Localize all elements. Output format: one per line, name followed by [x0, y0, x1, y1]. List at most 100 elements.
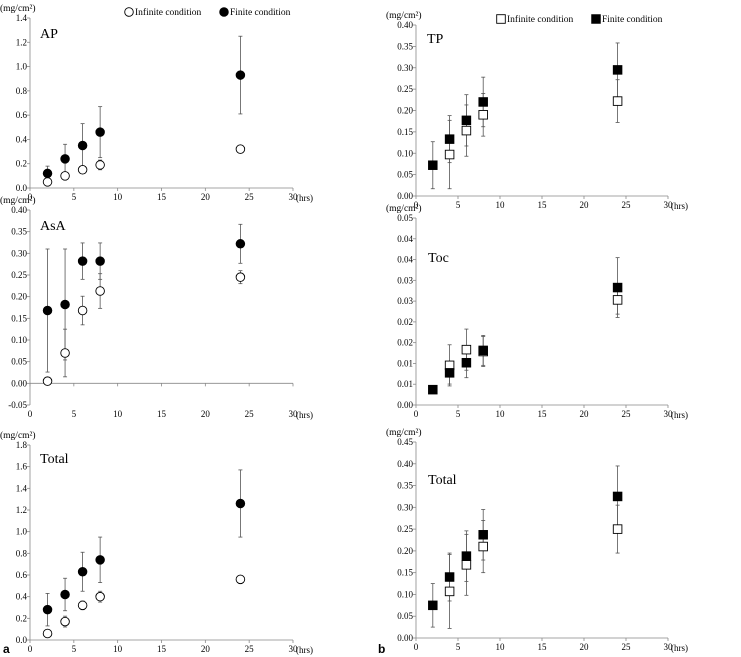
infinite-point	[612, 96, 623, 106]
y-tick-label: 0.6	[16, 570, 28, 580]
y-tick-label: 0.03	[397, 275, 413, 285]
y-tick-label: 0.25	[11, 270, 27, 280]
y-tick-label: 0.05	[397, 611, 413, 621]
legend-label: Finite condition	[602, 15, 663, 25]
y-tick-label: 0.04	[397, 255, 413, 265]
y-tick-label: 0.02	[397, 338, 413, 348]
x-tick-label: 30	[664, 642, 674, 652]
finite-point	[444, 134, 455, 144]
x-tick-label: 0	[414, 642, 419, 652]
infinite-point	[235, 574, 246, 585]
y-tick-label: 0.25	[397, 84, 413, 94]
infinite-point	[444, 586, 455, 597]
y-tick-label: 0.8	[16, 86, 28, 96]
infinite-point	[612, 524, 623, 534]
y-tick-label: 0.20	[397, 546, 413, 556]
x-tick-label: 0	[28, 644, 33, 654]
infinite-point	[60, 348, 70, 358]
finite-point	[428, 384, 438, 395]
finite-point	[60, 154, 70, 164]
finite-point	[478, 345, 488, 356]
finite-point	[235, 498, 246, 509]
infinite-point	[60, 616, 70, 627]
finite-point	[42, 604, 53, 615]
infinite-point	[478, 541, 488, 552]
x-tick-label: 10	[496, 200, 506, 210]
y-tick-label: 0.30	[397, 63, 413, 73]
y-tick-label: 1.4	[16, 13, 28, 23]
finite-point	[235, 239, 246, 249]
infinite-point	[42, 177, 53, 187]
y-tick-label: 0.8	[16, 548, 28, 558]
x-tick-label: 20	[580, 642, 590, 652]
y-tick-label: 0.40	[397, 20, 413, 30]
finite-point	[95, 127, 105, 137]
finite-point	[461, 115, 472, 126]
infinite-point	[77, 165, 88, 175]
finite-point	[612, 65, 623, 75]
legend-marker	[124, 7, 134, 17]
y-unit-label: (mg/cm²)	[0, 3, 36, 14]
x-tick-label: 10	[113, 192, 123, 202]
y-tick-label: 1.8	[16, 440, 28, 450]
x-tick-label: 30	[289, 409, 299, 419]
y-tick-label: 0.35	[397, 481, 413, 491]
y-tick-label: 0.4	[16, 134, 28, 144]
x-tick-label: 30	[664, 200, 674, 210]
y-tick-label: 0.05	[11, 357, 27, 367]
x-tick-label: 5	[72, 644, 77, 654]
y-tick-label: 0.10	[397, 589, 413, 599]
finite-point	[612, 491, 623, 502]
x-tick-label: 25	[622, 409, 632, 419]
x-axis-label: (hrs)	[296, 193, 313, 203]
y-tick-label: 0.00	[397, 400, 413, 410]
figure-label-a: a	[3, 642, 10, 656]
infinite-point	[461, 125, 472, 136]
infinite-point	[60, 171, 70, 181]
y-tick-label: 0.20	[397, 106, 413, 116]
y-tick-label: 1.2	[16, 37, 27, 47]
chart-panel-5: 0.00 0.01 0.01 0.02 0.02 0.03 0.03 0.04 0.04 0.05…	[386, 203, 688, 420]
y-unit-label: (mg/cm²)	[0, 195, 36, 206]
y-tick-label: -0.05	[8, 400, 27, 410]
x-tick-label: 25	[245, 192, 255, 202]
x-tick-label: 10	[113, 644, 123, 654]
x-tick-label: 0	[28, 192, 33, 202]
panel-title: AsA	[40, 219, 67, 234]
y-tick-label: 1.0	[16, 527, 28, 537]
finite-point	[612, 282, 623, 293]
infinite-point	[461, 560, 472, 570]
x-axis-label: (hrs)	[671, 410, 688, 420]
y-tick-label: 0.25	[397, 524, 413, 534]
x-tick-label: 30	[289, 644, 299, 654]
legend-label: Finite condition	[230, 8, 291, 18]
y-tick-label: 0.0	[16, 183, 28, 193]
y-tick-label: 0.01	[397, 358, 413, 368]
infinite-point	[612, 295, 623, 305]
x-tick-label: 15	[538, 409, 548, 419]
y-tick-label: 0.30	[11, 248, 27, 258]
y-unit-label: (mg/cm²)	[386, 10, 422, 21]
finite-point	[478, 97, 488, 107]
x-tick-label: 10	[113, 409, 123, 419]
y-tick-label: 0.02	[397, 317, 413, 327]
x-tick-label: 15	[157, 644, 167, 654]
x-tick-label: 0	[414, 200, 419, 210]
x-tick-label: 5	[456, 642, 461, 652]
x-tick-label: 25	[245, 644, 255, 654]
x-tick-label: 15	[157, 192, 167, 202]
x-tick-label: 15	[157, 409, 167, 419]
y-tick-label: 0.2	[16, 613, 27, 623]
panel-title: TP	[427, 32, 444, 47]
chart-panel-2: -0.05 0.00 0.05 0.10 0.15 0.20 0.25 0.30 0.35 0.4…	[0, 195, 313, 420]
panel-title: Toc	[428, 251, 449, 266]
y-tick-label: 1.2	[16, 505, 27, 515]
x-tick-label: 0	[414, 409, 419, 419]
x-tick-label: 5	[72, 409, 77, 419]
finite-point	[95, 256, 105, 266]
infinite-point	[235, 144, 246, 154]
x-tick-label: 30	[664, 409, 674, 419]
y-tick-label: 0.35	[11, 227, 27, 237]
y-tick-label: 0.0	[16, 635, 28, 645]
